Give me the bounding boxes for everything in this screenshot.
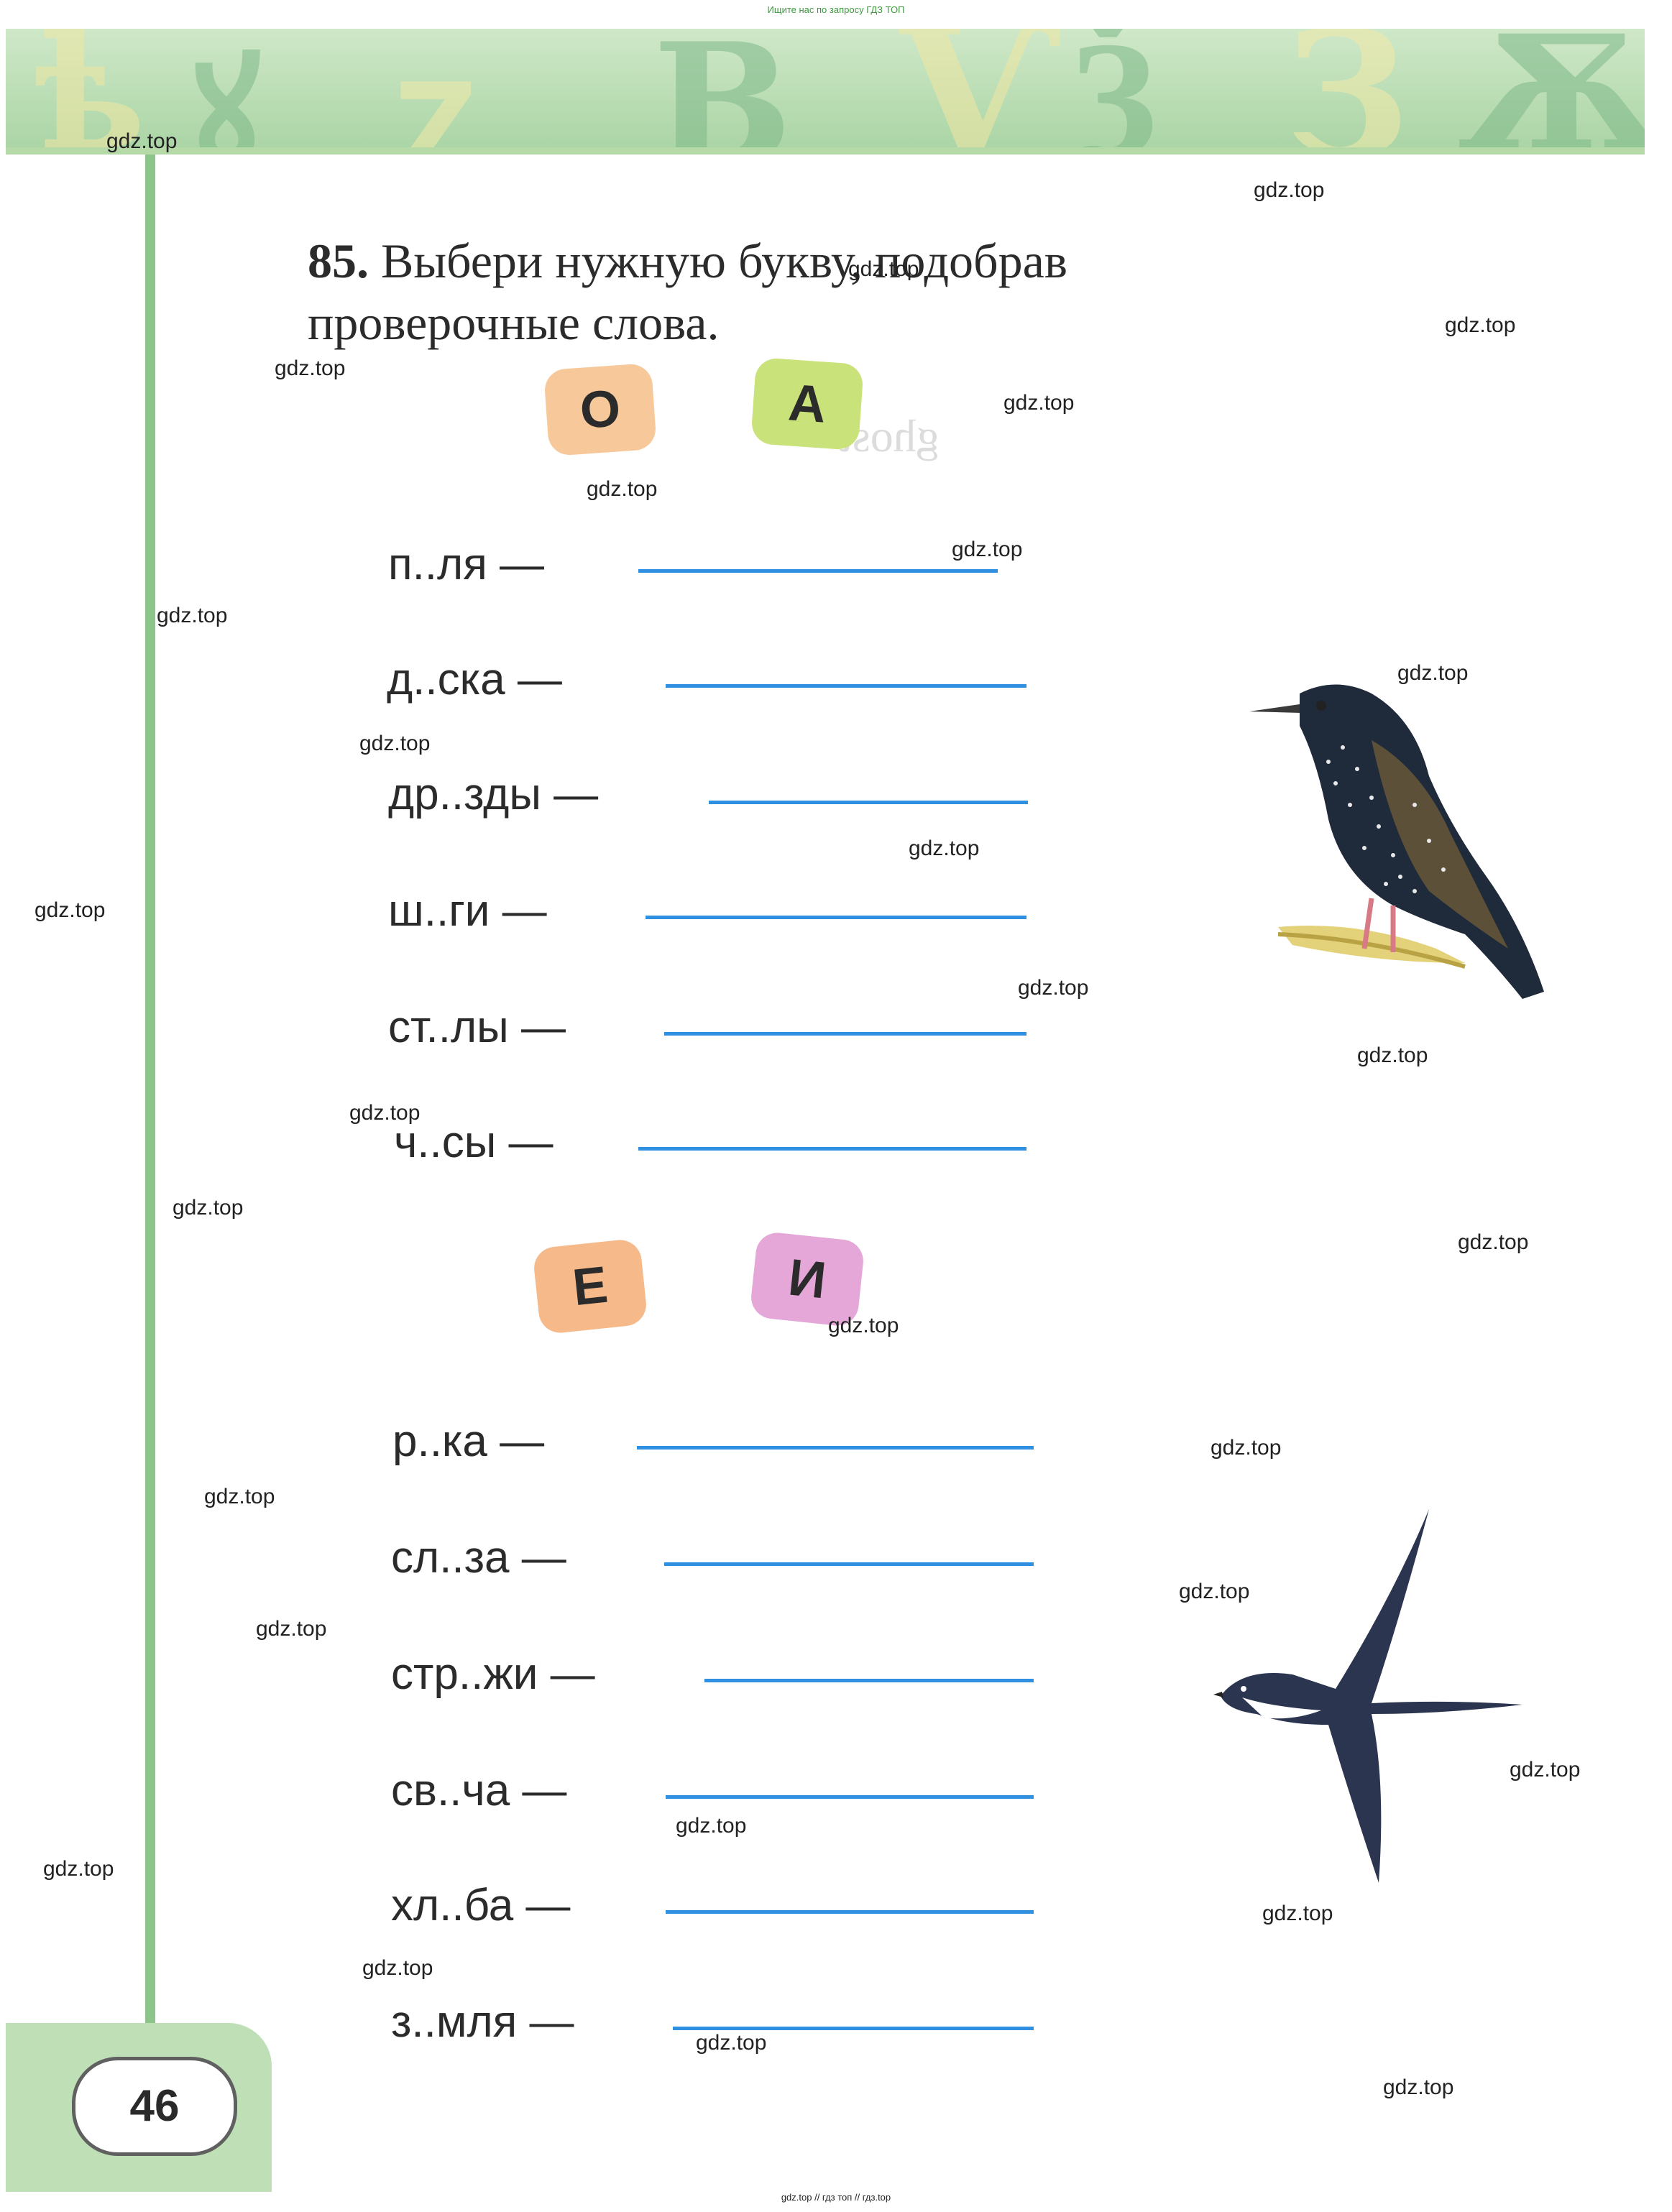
exercise-text-line1: Выбери нужную букву, подобрав [381,234,1067,288]
exercise-number: 85. [308,234,369,288]
watermark: gdz.top [256,1617,327,1641]
starling-illustration [1249,684,1544,999]
watermark: gdz.top [952,538,1023,561]
watermark: gdz.top [362,1956,433,1980]
answer-line-6[interactable] [638,1147,1026,1151]
banner-decoration: ꙁ [394,29,476,155]
answer-line-5[interactable] [664,1032,1026,1036]
watermark: gdz.top [1445,313,1516,337]
watermark: gdz.top [35,898,106,922]
watermark: gdz.top [1254,178,1325,202]
decorative-letter-banner: ѣ ꙋ ꙁ В Ѵ Ѯ З Ѫ [6,29,1645,155]
page-number-oval [72,2057,237,2156]
answer-line-10[interactable] [666,1795,1034,1799]
answer-line-2[interactable] [666,684,1026,688]
watermark: gdz.top [349,1101,421,1125]
watermark: gdz.top [275,356,346,380]
word-12: з..мля — [391,1997,574,2047]
answer-line-4[interactable] [646,916,1026,919]
swallow-illustration [1213,1509,1522,1883]
bottom-site-note: gdz.top // гдз топ // гдз.top [781,2192,891,2203]
watermark: gdz.top [1357,1043,1428,1067]
word-7: р..ка — [392,1416,545,1466]
margin-line [145,155,155,2066]
answer-line-12[interactable] [673,2027,1034,2030]
watermark: gdz.top [1510,1758,1581,1782]
letter-tile-o: О [543,362,658,457]
letter-tile-a: А [750,356,865,451]
watermark: gdz.top [1211,1436,1282,1460]
banner-decoration: ꙋ [193,29,260,155]
watermark: gdz.top [909,837,980,860]
word-5: ст..лы — [388,1003,566,1052]
word-4: ш..ги — [388,886,547,936]
watermark: gdz.top [1003,391,1075,415]
watermark: gdz.top [204,1485,275,1508]
page-number: 46 [129,2081,180,2131]
watermark: gdz.top [157,604,228,627]
word-10: св..ча — [391,1766,567,1815]
answer-line-1[interactable] [638,569,998,573]
top-site-note: Ищите нас по запросу ГДЗ ТОП [767,4,905,15]
watermark: gdz.top [173,1196,244,1220]
answer-line-7[interactable] [637,1446,1034,1450]
word-8: сл..за — [391,1533,566,1582]
watermark: gdz.top [359,732,431,755]
banner-decoration: Ѯ [1070,29,1157,155]
banner-decoration: ѣ [35,29,146,155]
watermark: gdz.top [1383,2075,1454,2099]
banner-decoration: В [653,29,793,155]
watermark: gdz.top [1397,661,1469,685]
answer-line-9[interactable] [704,1679,1034,1682]
banner-decoration: Ѵ [897,29,1062,155]
word-6: ч..сы — [394,1117,553,1167]
textbook-page: ѣ ꙋ ꙁ В Ѵ Ѯ З Ѫ ghost 85. Выбери нужную … [6,29,1645,2192]
banner-decoration: З [1285,29,1410,155]
watermark: gdz.top [1262,1902,1333,1925]
answer-line-8[interactable] [664,1562,1034,1566]
answer-line-11[interactable] [666,1910,1034,1914]
watermark: gdz.top [676,1814,747,1838]
letter-tile-e: Е [532,1238,648,1335]
watermark: gdz.top [1458,1230,1529,1254]
word-11: хл..ба — [391,1881,571,1930]
watermark: gdz.top [848,257,919,281]
exercise-title: 85. Выбери нужную букву, подобрав провер… [308,230,1537,354]
watermark: gdz.top [1179,1580,1250,1603]
word-9: стр..жи — [391,1649,595,1699]
watermark: gdz.top [106,129,178,153]
banner-decoration: Ѫ [1458,29,1645,155]
exercise-text-line2: проверочные слова. [308,295,720,350]
answer-line-3[interactable] [709,801,1028,804]
word-3: др..зды — [388,770,599,819]
word-1: п..ля — [388,540,544,589]
banner-edge [6,147,1645,155]
watermark: gdz.top [43,1857,114,1881]
watermark: gdz.top [587,477,658,501]
watermark: gdz.top [1018,976,1089,1000]
word-2: д..ска — [387,655,562,704]
watermark: gdz.top [696,2031,767,2055]
watermark: gdz.top [828,1314,899,1337]
